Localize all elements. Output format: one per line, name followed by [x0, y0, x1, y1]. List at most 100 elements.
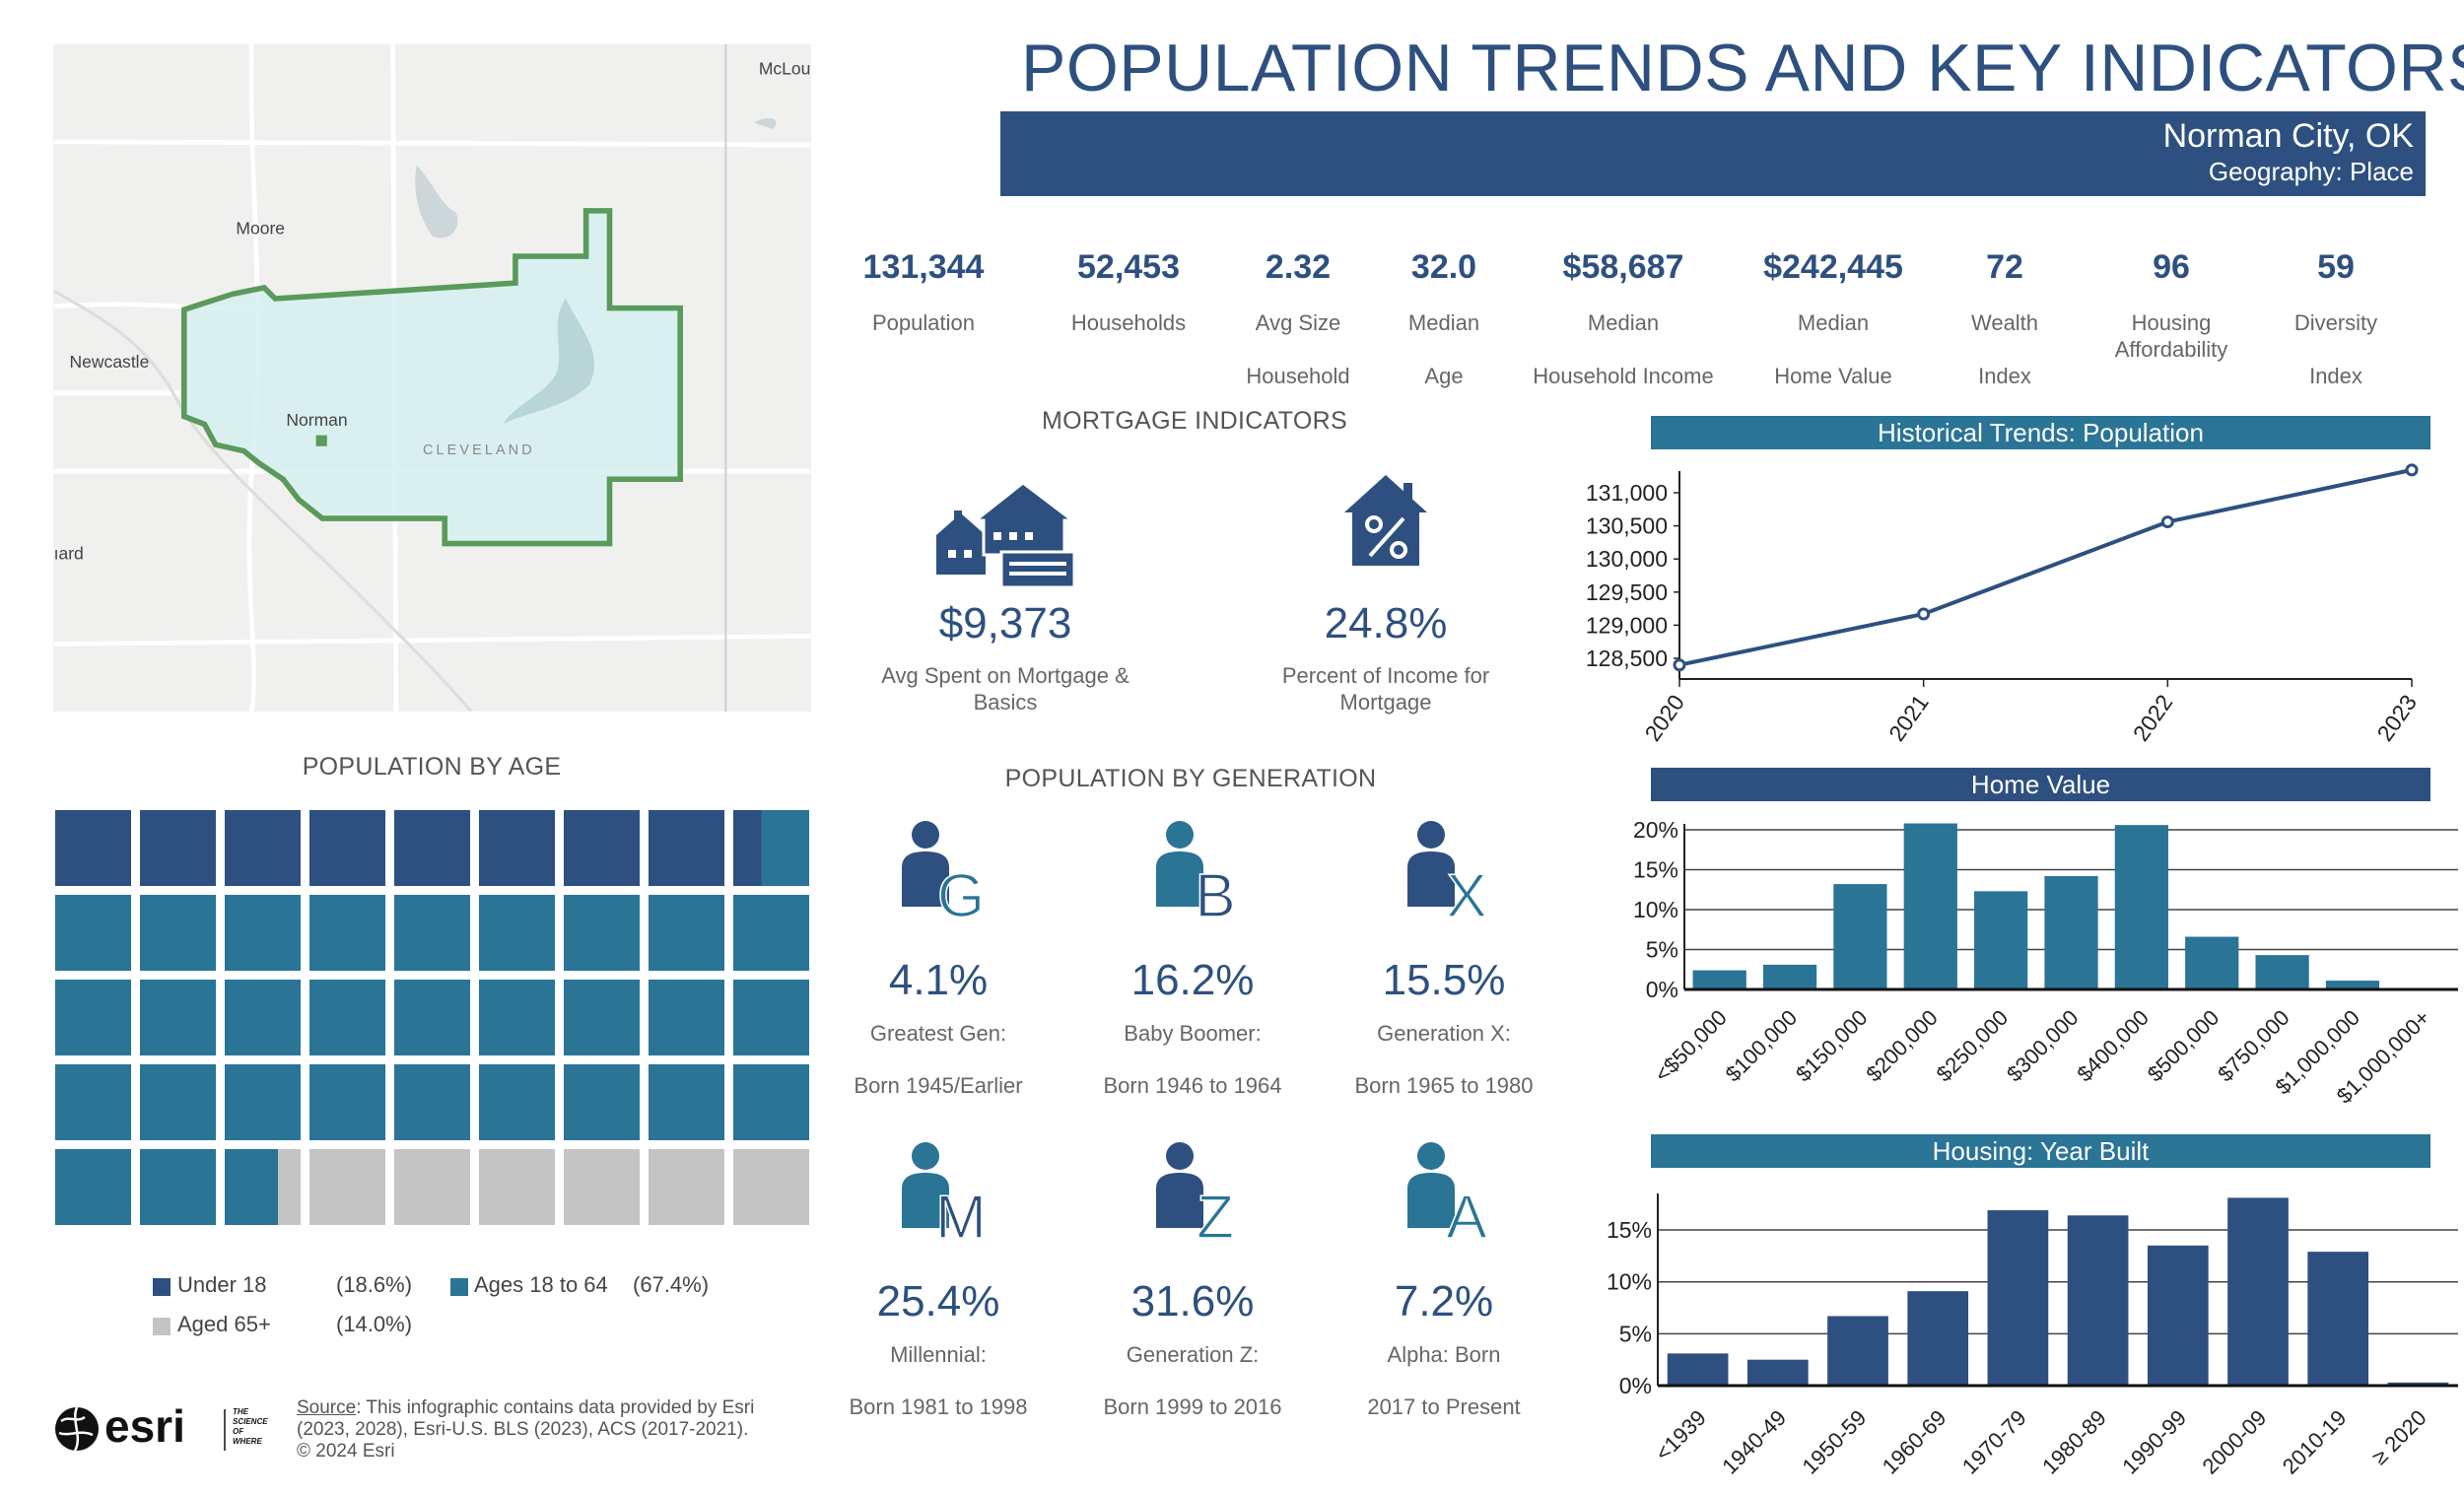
y-tick-label: 15%: [1633, 857, 1678, 883]
waffle-cell: [309, 980, 385, 1055]
waffle-cell: [479, 895, 555, 971]
waffle-cell: [733, 1064, 809, 1140]
generation-value: 15.5%: [1382, 956, 1506, 1004]
x-tick-label: ≥ 2020: [2367, 1405, 2431, 1469]
waffle-cell: [225, 1149, 301, 1225]
kpi-value: 72: [1986, 248, 2023, 286]
kpi-label-line2: Age: [1424, 364, 1464, 388]
bar: [2067, 1215, 2129, 1386]
chart-header-year-built: Housing: Year Built: [1651, 1134, 2430, 1168]
bar: [2387, 1382, 2449, 1386]
kpi-label: Avg Size: [1255, 310, 1341, 335]
kpi-label-line2: Affordability: [2114, 337, 2228, 362]
waffle-cell: [649, 895, 724, 971]
x-tick-label: 2021: [1883, 690, 1934, 746]
bar: [1762, 964, 1817, 989]
waffle-cell: [394, 1149, 470, 1225]
x-tick-label: 2023: [2371, 690, 2422, 746]
generation-value: 7.2%: [1394, 1277, 1494, 1326]
y-tick-label: 128,500: [1586, 646, 1668, 671]
x-tick-label: $100,000: [1721, 1005, 1803, 1087]
map[interactable]: McLou Moore Newcastle Norman CLEVELAND ı…: [53, 44, 811, 712]
city-boundary: [181, 208, 683, 547]
waffle-cell: [55, 895, 131, 971]
kpi-label-line2: Household: [1246, 364, 1350, 388]
waffle-cell: [733, 980, 809, 1055]
map-canvas[interactable]: McLou Moore Newcastle Norman CLEVELAND ı…: [53, 44, 811, 712]
kpi-label: Households: [1070, 310, 1187, 335]
map-label-moore: Moore: [236, 219, 285, 238]
waffle-cell: [225, 895, 301, 971]
chart-header-home-value: Home Value: [1651, 768, 2430, 801]
globe-icon: [55, 1406, 226, 1452]
generation-value: 4.1%: [888, 956, 989, 1004]
person-b-icon: B: [1148, 818, 1247, 931]
x-tick-label: $400,000: [2072, 1005, 2154, 1087]
waffle-cell: [479, 810, 555, 886]
y-tick-label: 129,500: [1586, 579, 1668, 605]
generation-label: Alpha: Born: [1387, 1342, 1501, 1367]
waffle-cell: [309, 1064, 385, 1140]
bar: [1746, 1359, 1809, 1386]
bar: [2185, 936, 2239, 989]
page-title: POPULATION TRENDS AND KEY INDICATORS: [1021, 31, 2464, 105]
mortgage-title: MORTGAGE INDICATORS: [1042, 407, 1347, 435]
waffle-cell: [309, 895, 385, 971]
bar: [1667, 1353, 1729, 1386]
bar: [2227, 1197, 2289, 1386]
x-tick-label: <$50,000: [1650, 1005, 1732, 1087]
x-tick-label: 1940-49: [1717, 1405, 1791, 1479]
person-x-icon: X: [1400, 818, 1498, 931]
svg-text:G: G: [937, 862, 985, 926]
generation-title: POPULATION BY GENERATION: [1004, 765, 1377, 792]
waffle-cell: [140, 895, 216, 971]
legend-swatch-18-64: [450, 1278, 468, 1296]
svg-text:Z: Z: [1197, 1184, 1234, 1248]
kpi-label: Median: [1407, 310, 1480, 335]
data-point: [1917, 607, 1931, 621]
bar: [1907, 1291, 1969, 1386]
x-tick-label: 2022: [2128, 690, 2178, 746]
waffle-cell: [140, 810, 216, 886]
y-tick-label: 5%: [1619, 1321, 1652, 1346]
bar: [1987, 1210, 2049, 1386]
waffle-cell: [140, 980, 216, 1055]
bar: [2044, 875, 2098, 989]
y-tick-label: 15%: [1607, 1217, 1652, 1243]
waffle-cell: [55, 1064, 131, 1140]
y-tick-label: 130,000: [1586, 546, 1668, 572]
x-tick-label: 1990-99: [2117, 1405, 2191, 1479]
kpi-label: Wealth: [1970, 310, 2039, 335]
waffle-cell: [225, 810, 301, 886]
house-percent-icon: [1344, 475, 1427, 566]
bar: [1827, 1316, 1888, 1386]
generation-value: 25.4%: [876, 1277, 1000, 1326]
waffle-cell: [564, 895, 640, 971]
waffle-cell: [479, 980, 555, 1055]
kpi-label-line2: Index: [1978, 364, 2031, 388]
waffle-cell: [564, 810, 640, 886]
person-z-icon: Z: [1148, 1139, 1247, 1253]
kpi-label: Median: [1587, 310, 1660, 335]
waffle-cell: [140, 1064, 216, 1140]
legend-pct-under-18: (18.6%): [336, 1272, 413, 1297]
waffle-cell: [309, 1149, 385, 1225]
kpi-value: 52,453: [1077, 248, 1180, 286]
waffle-cell: [225, 1064, 301, 1140]
waffle-cell: [479, 1149, 555, 1225]
generation-born: Born 1946 to 1964: [1103, 1073, 1282, 1098]
x-tick-label: 1970-79: [1957, 1405, 2031, 1479]
bar: [1903, 823, 1957, 989]
data-point: [2160, 515, 2174, 529]
legend-pct-65-plus: (14.0%): [336, 1312, 413, 1336]
waffle-cell: [394, 980, 470, 1055]
bar: [1974, 891, 2028, 989]
esri-tagline: THE SCIENCE OF WHERE: [233, 1407, 268, 1446]
waffle-cell: [55, 810, 131, 886]
waffle-cell: [733, 1149, 809, 1225]
x-tick-label: $300,000: [2002, 1005, 2084, 1087]
svg-text:X: X: [1446, 862, 1486, 926]
waffle-cell: [309, 810, 385, 886]
waffle-cell: [225, 980, 301, 1055]
bar: [1692, 970, 1746, 989]
